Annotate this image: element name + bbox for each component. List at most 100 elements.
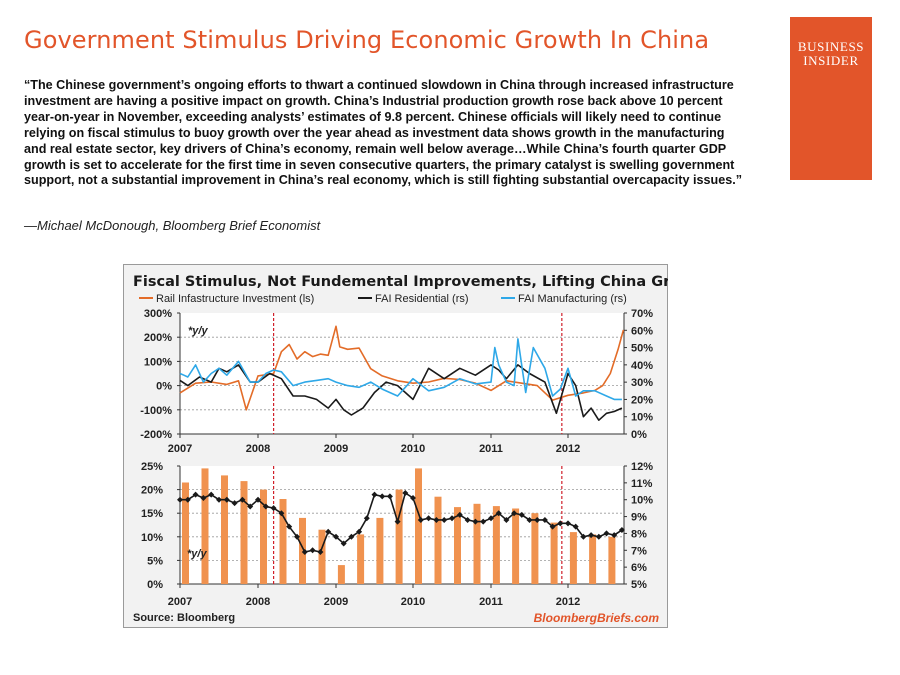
x-tick-label: 2010 [401,596,425,608]
legend-label-2: FAI Residential (rs) [375,293,469,305]
ip-marker [534,516,541,523]
ip-marker [177,496,183,503]
gdp-bar [589,534,597,584]
series-line-1 [179,325,625,411]
x-tick-label: 2011 [479,443,503,455]
ip-marker [464,516,471,523]
ip-marker [488,515,494,522]
ip-marker [417,516,424,523]
right-tick-label: 60% [631,325,653,337]
left-tick-label: 5% [147,555,163,567]
right-tick-label: 7% [631,545,647,557]
x-tick-label: 2011 [479,596,503,608]
right-tick-label: 0% [631,429,647,441]
right-tick-label: 5% [631,579,647,591]
left-tick-label: 0% [156,381,172,393]
gdp-bar [415,468,422,584]
ip-marker [184,496,191,503]
left-tick-label: 100% [144,356,172,368]
chart-source: Source: Bloomberg [133,612,235,624]
gdp-bar [434,496,442,584]
ip-marker [216,496,222,503]
ip-marker [541,516,548,523]
right-tick-label: 30% [631,377,653,389]
logo-line-1: BUSINESS [797,39,865,54]
gdp-bar [221,475,228,584]
ip-marker [317,548,324,555]
gdp-bar [318,529,326,584]
ip-marker [394,518,401,525]
gdp-bar [454,507,461,584]
left-tick-label: 300% [144,308,172,320]
gdp-bar [550,522,558,584]
x-tick-label: 2007 [168,596,192,608]
business-insider-logo[interactable]: BUSINESS INSIDER [790,17,872,180]
right-tick-label: 40% [631,360,653,372]
x-tick-label: 2008 [246,596,270,608]
chart-title: Fiscal Stimulus, Not Fundemental Improve… [133,274,668,290]
right-tick-label: 70% [631,308,653,320]
right-tick-label: 11% [631,478,653,490]
ip-marker [572,523,579,530]
ip-marker [480,518,487,525]
ip-marker [231,500,238,507]
ip-marker [340,540,347,547]
ip-marker [208,491,215,498]
ip-marker [441,516,448,523]
legend-label-3: FAI Manufacturing (rs) [518,293,627,305]
gdp-bar [531,513,539,584]
chart-watermark: BloombergBriefs.com [534,611,660,625]
x-tick-label: 2008 [246,443,270,455]
ip-marker [348,533,355,540]
logo-line-2: INSIDER [803,53,859,68]
x-tick-label: 2007 [168,443,192,455]
ip-marker [333,533,339,540]
ip-marker [262,503,269,510]
right-tick-label: 10% [631,495,653,507]
legend-top: Rail Infastructure Investment (ls) FAI Re… [139,293,627,305]
gdp-bar [395,489,403,584]
left-tick-label: -200% [140,429,172,441]
page-title: Government Stimulus Driving Economic Gro… [24,26,710,54]
legend-label-1: Rail Infastructure Investment (ls) [156,293,314,305]
quote-text: “The Chinese government’s ongoing effort… [24,78,742,188]
ip-marker [472,518,479,525]
left-tick-label: 20% [141,485,163,497]
gdp-bar [608,536,616,584]
right-tick-label: 12% [631,461,653,473]
gdp-bar [492,506,500,584]
ip-marker [286,523,293,530]
x-tick-label: 2009 [324,596,348,608]
gdp-bar [201,468,209,584]
ip-marker [549,523,556,530]
ip-marker [309,547,316,554]
ip-marker [192,491,199,498]
ip-marker [503,516,510,523]
ip-marker [294,533,300,540]
ip-marker [402,489,409,496]
right-tick-label: 9% [631,512,647,524]
chart-annotation: *y/y [187,548,207,560]
ip-marker [356,528,363,535]
x-tick-label: 2010 [401,443,425,455]
ip-marker [456,511,463,518]
ip-marker [425,515,432,522]
series-line-3 [179,338,622,401]
chart-annotation: *y/y [188,325,208,337]
ip-marker [223,496,230,503]
ip-marker [580,533,587,540]
gdp-bar [337,565,345,584]
ip-line [180,491,623,553]
ip-marker [270,505,277,512]
right-tick-label: 50% [631,343,653,355]
ip-marker [200,495,207,502]
plot-bottom: 25% 20% 15% 10% 5% 0% 12% 11% 10% 9% 8% 7% 6% 5% 2007 2… [141,461,653,608]
ip-marker [379,493,386,500]
chart-svg: Fiscal Stimulus, Not Fundemental Improve… [133,274,668,625]
plot-area [180,313,624,434]
ip-marker [603,530,610,537]
right-tick-label: 20% [631,394,653,406]
left-tick-label: 10% [141,532,163,544]
gdp-bar [260,489,267,584]
ip-marker [433,516,440,523]
